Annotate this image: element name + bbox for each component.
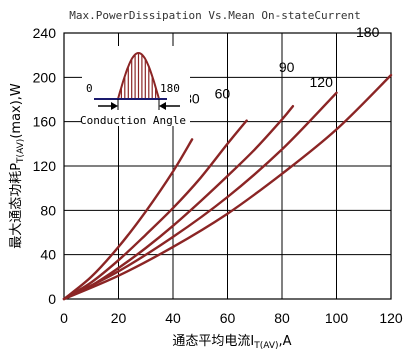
series-label-90: 90 <box>279 59 295 75</box>
chart-title: Max.PowerDissipation Vs.Mean On-stateCur… <box>69 9 360 22</box>
series-label-60: 60 <box>215 86 231 102</box>
x-tick-label: 40 <box>165 310 181 326</box>
series-label-120: 120 <box>310 74 334 90</box>
y-axis-ticks: 0 40 80 120 160 200 240 <box>33 25 57 307</box>
series-line-180 <box>62 73 393 301</box>
inset-waveform <box>117 51 160 100</box>
x-tick-label: 120 <box>379 310 403 326</box>
inset-background <box>82 46 190 126</box>
inset-label-180: 180 <box>160 82 180 95</box>
y-axis-label: 最大通态功耗PT(AV)(max),W <box>9 83 26 249</box>
y-tick-label: 40 <box>40 247 56 263</box>
x-tick-label: 100 <box>325 310 349 326</box>
series-line-60 <box>62 119 248 301</box>
inset-caption: Conduction Angle <box>80 114 186 127</box>
x-tick-label: 60 <box>220 310 236 326</box>
plot-frame <box>63 32 392 300</box>
y-tick-label: 0 <box>48 291 56 307</box>
y-tick-label: 80 <box>40 202 56 218</box>
series-line-30 <box>62 138 194 301</box>
x-tick-label: 80 <box>274 310 290 326</box>
x-axis-label: 通态平均电流IT(AV),A <box>172 334 291 351</box>
x-tick-label: 0 <box>60 310 68 326</box>
series-line-120 <box>62 91 338 301</box>
y-tick-label: 240 <box>33 25 57 41</box>
inset-label-0: 0 <box>86 82 93 95</box>
inset-hatch <box>120 53 157 99</box>
inset-left-arrowhead <box>111 102 118 110</box>
series-label-180: 180 <box>356 24 380 40</box>
series-lines <box>62 73 393 301</box>
inset-right-arrowhead <box>159 102 166 110</box>
conduction-angle-inset: 0 180 Conduction Angle <box>80 46 190 127</box>
y-tick-label: 120 <box>33 158 57 174</box>
x-tick-label: 20 <box>111 310 127 326</box>
y-tick-label: 160 <box>33 114 57 130</box>
y-tick-label: 200 <box>33 69 57 85</box>
series-line-90 <box>62 105 295 301</box>
x-axis-ticks: 0 20 40 60 80 100 120 <box>60 310 403 326</box>
